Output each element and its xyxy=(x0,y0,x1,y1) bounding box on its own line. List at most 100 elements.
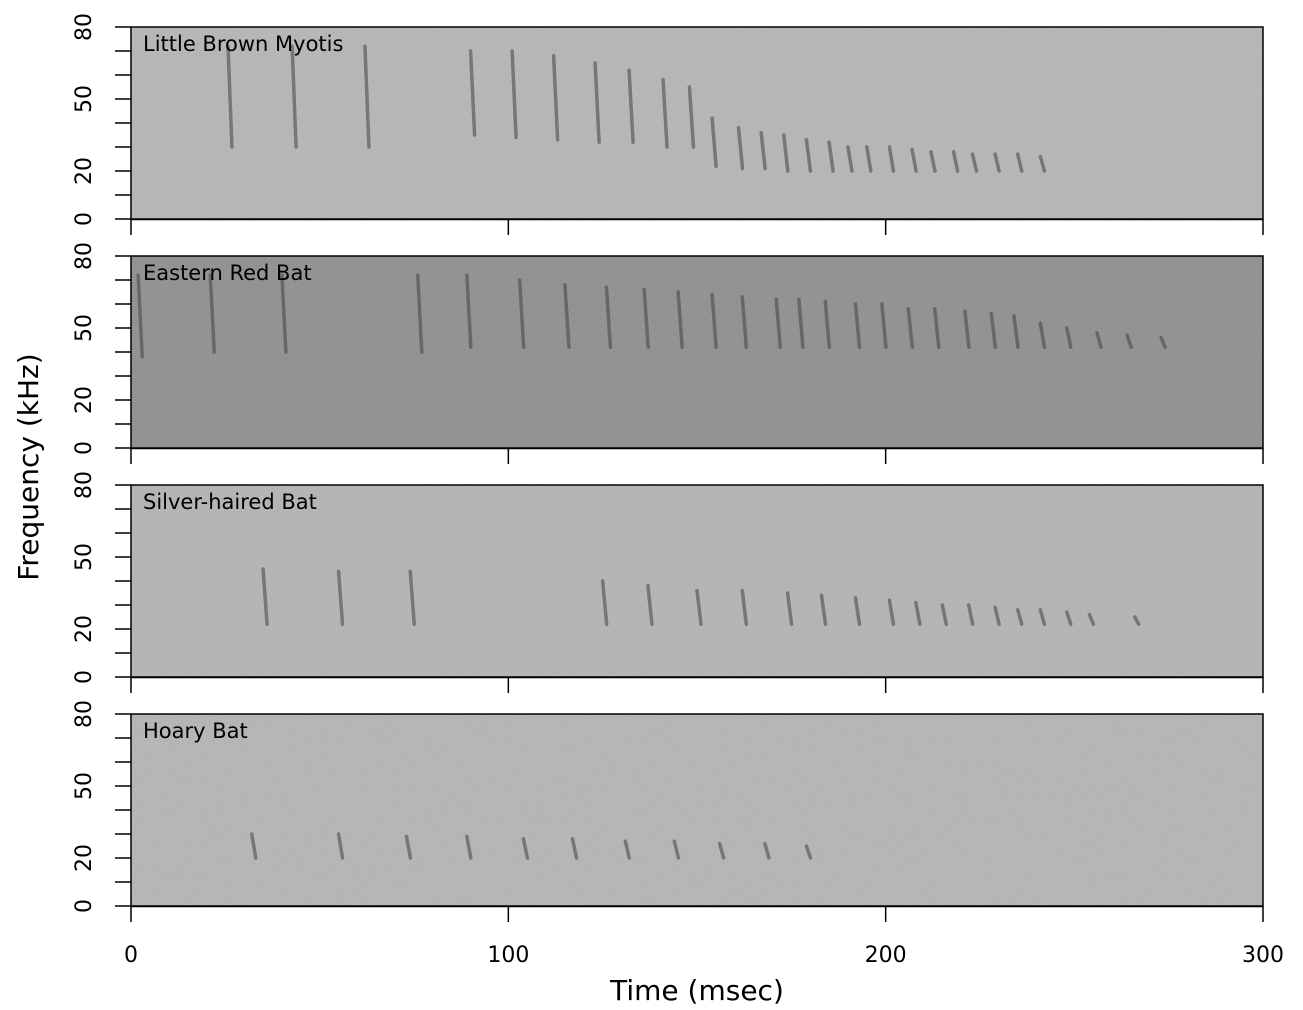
pulse xyxy=(929,150,937,173)
pulse xyxy=(963,309,971,349)
pulse xyxy=(740,295,749,349)
pulse xyxy=(1132,615,1141,626)
pulse xyxy=(517,278,526,349)
pulse xyxy=(468,49,477,137)
y-axis-label: Frequency (kHz) xyxy=(12,353,45,580)
x-axis-label: Time (msec) xyxy=(609,974,784,1007)
pulse xyxy=(627,68,635,144)
x-tick-label: 100 xyxy=(487,943,529,968)
panel-title: Hoary Bat xyxy=(143,719,248,743)
pulse xyxy=(853,596,862,626)
pulse xyxy=(408,569,416,626)
pulse xyxy=(290,44,298,149)
y-tick-label: 20 xyxy=(72,157,97,185)
pulse xyxy=(932,307,941,349)
pulse xyxy=(226,44,234,149)
pulse xyxy=(1087,612,1096,626)
pulse xyxy=(804,844,813,860)
y-tick-label: 50 xyxy=(72,772,97,800)
y-tick-label: 80 xyxy=(72,471,97,499)
pulse xyxy=(914,600,922,626)
pulse xyxy=(687,85,696,149)
y-tick-label: 0 xyxy=(72,899,97,913)
pulse xyxy=(695,588,703,626)
panel-title: Little Brown Myotis xyxy=(143,32,343,56)
pulse xyxy=(646,584,654,626)
pulse xyxy=(1125,333,1133,349)
pulse xyxy=(1095,331,1103,349)
pulse xyxy=(551,54,560,142)
y-tick-label: 20 xyxy=(72,844,97,872)
pulse xyxy=(676,290,684,349)
pulse xyxy=(136,273,144,359)
pulse xyxy=(1159,335,1167,349)
y-tick-label: 50 xyxy=(72,85,97,113)
pulse xyxy=(880,302,888,349)
pulse xyxy=(710,116,718,168)
panel-title: Silver-haired Bat xyxy=(143,490,317,514)
pulse xyxy=(570,837,579,860)
pulse xyxy=(363,44,371,149)
pulse xyxy=(510,49,518,140)
pulse xyxy=(1015,152,1024,173)
pulse xyxy=(1065,326,1073,349)
pulse xyxy=(208,273,216,354)
pulse xyxy=(1012,314,1020,349)
y-tick-label: 80 xyxy=(72,242,97,270)
pulse xyxy=(404,834,413,860)
pulse xyxy=(823,299,832,349)
x-tick-label: 300 xyxy=(1242,943,1284,968)
pulse xyxy=(672,839,681,860)
pulse xyxy=(906,307,915,349)
pulse xyxy=(736,126,745,171)
y-tick-label: 0 xyxy=(72,670,97,684)
pulse xyxy=(740,588,749,626)
y-tick-label: 80 xyxy=(72,700,97,728)
pulse xyxy=(993,152,1001,173)
pulse xyxy=(774,297,782,349)
pulse xyxy=(887,598,896,626)
pulse xyxy=(261,567,269,626)
pulse xyxy=(521,837,530,860)
pulse xyxy=(970,152,979,173)
pulse xyxy=(465,834,473,860)
pulse xyxy=(1038,608,1047,626)
y-tick-label: 50 xyxy=(72,543,97,571)
pulse xyxy=(910,147,918,173)
panel-noise xyxy=(131,714,1263,906)
pulse xyxy=(336,569,345,626)
pulse xyxy=(785,591,794,626)
pulse xyxy=(940,603,949,626)
pulse xyxy=(642,287,650,349)
x-tick-label: 200 xyxy=(865,943,907,968)
y-tick-label: 20 xyxy=(72,386,97,414)
pulse xyxy=(804,138,813,173)
pulse xyxy=(336,832,345,860)
pulse xyxy=(1065,610,1073,626)
pulse xyxy=(759,130,767,171)
y-tick-label: 80 xyxy=(72,13,97,41)
pulse xyxy=(249,832,258,860)
pulse xyxy=(465,273,473,349)
pulse xyxy=(853,302,862,349)
y-tick-label: 50 xyxy=(72,314,97,342)
pulse xyxy=(1015,608,1024,626)
pulse xyxy=(1038,321,1047,349)
pulse xyxy=(865,145,873,173)
pulse xyxy=(887,145,896,173)
pulse xyxy=(661,78,669,149)
pulse xyxy=(623,839,632,860)
panel-noise xyxy=(131,485,1263,677)
x-tick-label: 0 xyxy=(124,943,138,968)
pulse xyxy=(966,603,975,626)
pulse xyxy=(416,273,424,354)
pulse xyxy=(593,61,601,144)
pulse xyxy=(819,593,828,626)
panel-noise xyxy=(131,27,1263,219)
pulse xyxy=(763,841,771,860)
pulse xyxy=(280,273,288,354)
pulse xyxy=(600,579,609,626)
pulse xyxy=(604,285,613,349)
pulse xyxy=(993,605,1001,626)
y-tick-label: 0 xyxy=(72,441,97,455)
